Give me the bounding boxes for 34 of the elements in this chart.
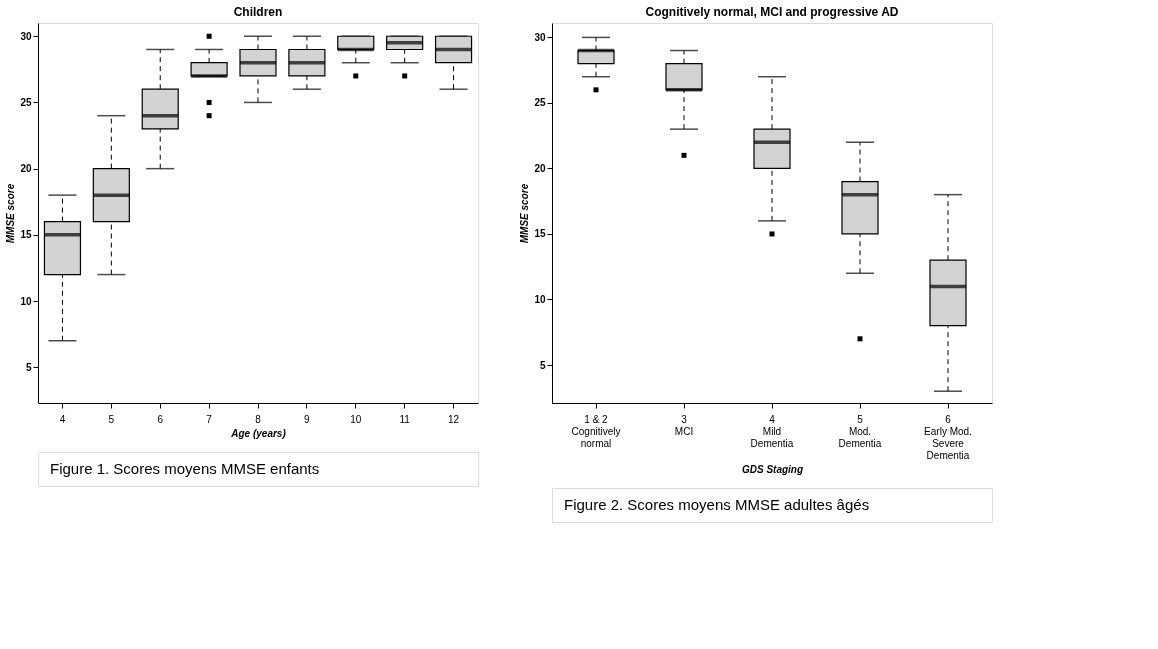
x-tick-label: 7 <box>206 413 213 425</box>
x-tick-label: 12 <box>447 413 460 425</box>
y-tick-label: 5 <box>25 361 32 373</box>
y-tick-label: 30 <box>20 30 32 42</box>
caption: Figure 1. Scores moyens MMSE enfants <box>50 460 320 477</box>
x-axis-title: Age (years) <box>230 427 287 439</box>
chart-title: Children <box>233 5 283 19</box>
x-tick-label: 4 Mild Dementia <box>750 413 794 449</box>
y-tick-label: 10 <box>534 293 546 305</box>
x-tick-label: 5 Mod. Dementia <box>838 413 882 449</box>
y-tick-label: 15 <box>20 229 32 241</box>
y-tick-label: 25 <box>20 96 32 108</box>
y-tick-label: 10 <box>20 295 32 307</box>
x-tick-label: 8 <box>255 413 262 425</box>
y-tick-label: 20 <box>534 162 546 174</box>
x-tick-label: 11 <box>399 413 411 425</box>
caption: Figure 2. Scores moyens MMSE adultes âgés <box>564 496 870 513</box>
y-tick-label: 30 <box>534 31 546 43</box>
x-axis-title: GDS Staging <box>741 463 804 475</box>
y-tick-label: 15 <box>534 228 546 240</box>
x-tick-label: 6 Early Mod. Severe Dementia <box>924 413 972 461</box>
y-tick-label: 20 <box>20 163 32 175</box>
x-tick-label: 9 <box>304 413 311 425</box>
x-tick-label: 5 <box>108 413 115 425</box>
y-tick-label: 25 <box>534 97 546 109</box>
y-tick-label: 5 <box>539 359 546 371</box>
chart-title: Cognitively normal, MCI and progressive AD <box>645 5 899 19</box>
x-tick-label: 1 & 2 Cognitively normal <box>571 413 621 449</box>
y-axis-title: MMSE score <box>519 183 531 244</box>
y-axis-title: MMSE score <box>5 183 17 244</box>
x-tick-label: 4 <box>59 413 66 425</box>
x-tick-label: 3 MCI <box>674 413 694 437</box>
x-tick-label: 6 <box>157 413 164 425</box>
x-tick-label: 10 <box>350 413 362 425</box>
